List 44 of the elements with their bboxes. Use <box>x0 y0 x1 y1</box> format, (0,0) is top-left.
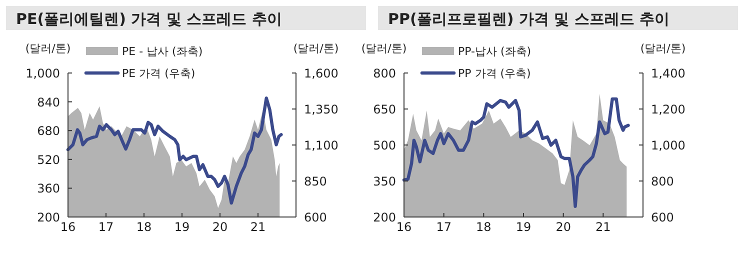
chart-title: PP(폴리프로필렌) 가격 및 스프레드 추이 <box>388 10 670 28</box>
x-tick-label: 16 <box>60 220 76 234</box>
y-tick-label: 200 <box>37 210 60 224</box>
y-tick-label: 680 <box>37 124 60 138</box>
y-tick-label: 500 <box>373 138 396 152</box>
x-tick-label: 21 <box>596 220 611 234</box>
y2-tick-label: 600 <box>651 210 674 224</box>
x-tick-label: 16 <box>396 220 412 234</box>
legend-label: PE 가격 (우축) <box>122 67 196 80</box>
x-tick-label: 17 <box>98 220 114 234</box>
line-series <box>66 96 283 205</box>
y-tick-label: 360 <box>37 182 60 196</box>
y2-tick-label: 1,000 <box>651 138 686 152</box>
y-tick-label: 350 <box>373 174 396 188</box>
y2-tick-label: 1,400 <box>651 66 686 80</box>
y2-tick-label: 600 <box>304 210 327 224</box>
y-axis-title: (달러/톤) <box>25 42 71 55</box>
y2-tick-label: 1,100 <box>304 138 338 152</box>
y2-tick-label: 1,200 <box>651 102 686 116</box>
x-tick-label: 18 <box>476 220 492 234</box>
legend-label: PP-납사 (좌축) <box>458 45 532 58</box>
x-tick-label: 17 <box>436 220 452 234</box>
y-tick-label: 200 <box>373 210 396 224</box>
y-tick-label: 800 <box>373 66 396 80</box>
x-tick-label: 19 <box>516 220 532 234</box>
chart-title: PE(폴리에틸렌) 가격 및 스프레드 추이 <box>16 10 282 28</box>
y-tick-label: 1,000 <box>26 66 60 80</box>
y-tick-label: 840 <box>37 95 60 110</box>
y2-tick-label: 850 <box>304 174 327 188</box>
y2-tick-label: 800 <box>651 174 674 188</box>
x-tick-label: 20 <box>556 220 571 234</box>
y2-axis-title: (달러/톤) <box>640 42 686 55</box>
x-tick-label: 21 <box>250 220 266 234</box>
y2-tick-label: 1,600 <box>304 66 338 80</box>
y-tick-label: 520 <box>37 152 60 167</box>
legend-label: PE - 납사 (좌축) <box>122 45 203 58</box>
x-tick-label: 18 <box>136 220 152 234</box>
y-tick-label: 650 <box>373 102 396 116</box>
y2-tick-label: 1,350 <box>304 102 338 116</box>
legend-label: PP 가격 (우축) <box>458 67 531 80</box>
x-tick-label: 20 <box>212 220 228 234</box>
x-tick-label: 19 <box>174 220 190 234</box>
y-axis-title: (달러/톤) <box>361 42 407 55</box>
y2-axis-title: (달러/톤) <box>293 42 339 55</box>
